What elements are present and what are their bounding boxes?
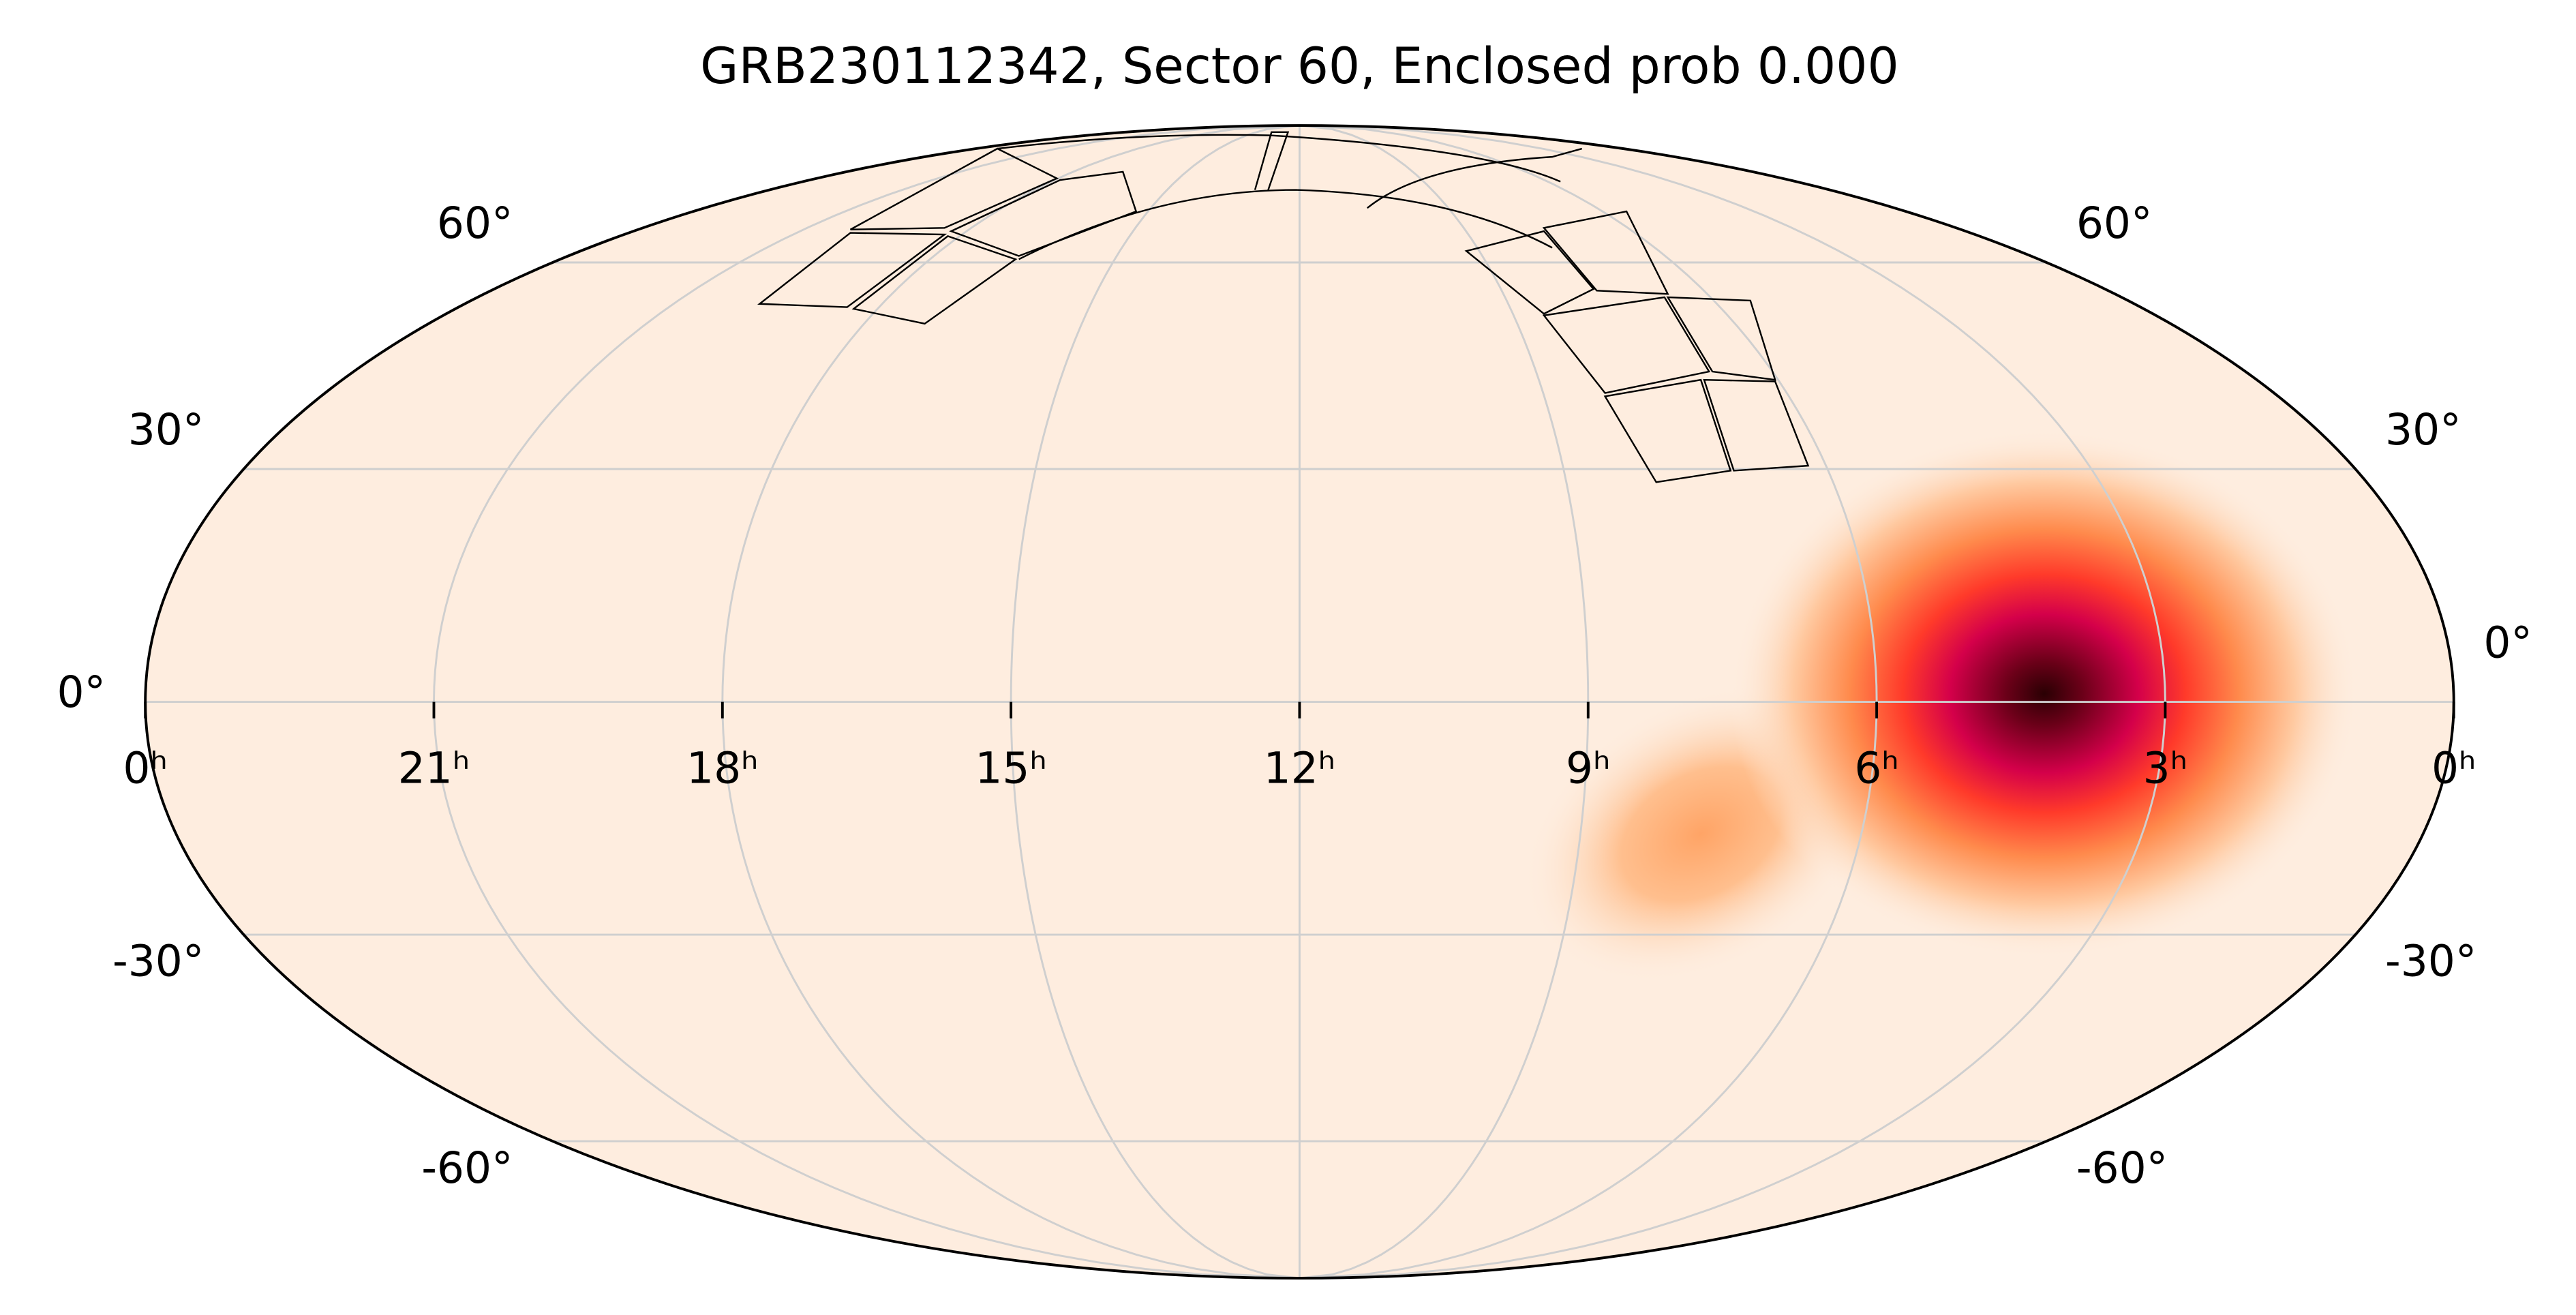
y-tick-label: 60° [437, 198, 513, 248]
x-tick-label: 21ʰ [398, 743, 470, 793]
y-tick-label: -30° [112, 937, 204, 986]
probability-blob [1730, 429, 2359, 958]
ccd-outline [757, 232, 948, 308]
y-tick-label: -60° [2076, 1143, 2168, 1193]
x-tick-label: 9ʰ [1566, 743, 1611, 793]
ccd-outline [851, 235, 1018, 325]
ccd-outline [1018, 189, 1553, 260]
x-tick-label: 15ʰ [975, 743, 1047, 793]
x-tick-label: 18ʰ [686, 743, 759, 793]
ccd-outline [1542, 210, 1669, 295]
y-tick-label: 0° [2483, 618, 2532, 667]
y-tick-label: -30° [2385, 937, 2476, 986]
ccd-outline [849, 147, 1059, 230]
x-tick-label: 6ʰ [1854, 743, 1899, 793]
x-tick-label: 0ʰ [2431, 743, 2476, 793]
probability-map [1524, 429, 2359, 983]
sky-border [144, 124, 2455, 1280]
chart-title: GRB230112342, Sector 60, Enclosed prob 0… [700, 38, 1899, 95]
x-tick-label: 12ʰ [1264, 743, 1336, 793]
y-tick-label: -60° [421, 1143, 513, 1193]
y-tick-label: 60° [2076, 198, 2153, 248]
y-tick-label: 30° [128, 405, 204, 455]
x-tick-label: 3ʰ [2143, 743, 2188, 793]
ccd-outline [1464, 230, 1595, 315]
ccd-outline [1367, 147, 1583, 209]
x-tick-label: 0ʰ [123, 743, 168, 793]
ccd-outline [1703, 378, 1810, 472]
ccd-outline [1254, 131, 1290, 190]
tess-footprint [757, 131, 1810, 483]
ccd-outline [1603, 378, 1732, 483]
ccd-outline [1542, 296, 1711, 394]
ccd-outline [949, 170, 1138, 257]
axis-labels: 0ʰ 21ʰ 18ʰ 15ʰ 12ʰ 9ʰ 6ʰ 3ʰ 0ʰ -60° -60° -30° -30° 0°… [57, 198, 2532, 1193]
ccd-outline [1666, 296, 1776, 381]
y-tick-label: 0° [57, 667, 106, 717]
y-tick-label: 30° [2385, 405, 2461, 455]
